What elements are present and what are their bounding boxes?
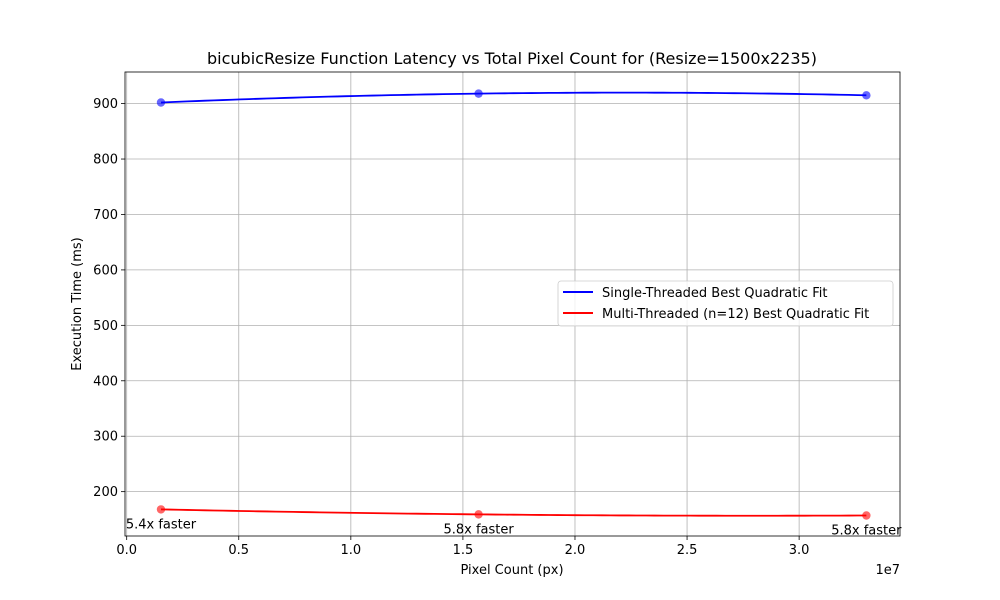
plot-series-group	[156, 89, 871, 520]
data-point-multi-threaded	[862, 511, 871, 520]
x-axis: 0.0 0.5 1.0 1.5 2.0 2.5 3.0	[116, 536, 809, 558]
legend-label-multi-threaded: Multi-Threaded (n=12) Best Quadratic Fit	[602, 307, 869, 322]
legend: Single-Threaded Best Quadratic Fit Multi…	[557, 280, 894, 327]
x-tick-label: 2.5	[677, 543, 698, 558]
y-tick-label: 800	[93, 153, 118, 168]
y-tick-label: 200	[93, 485, 118, 500]
y-axis-label: Execution Time (ms)	[70, 237, 85, 370]
x-axis-label: Pixel Count (px)	[460, 563, 563, 578]
data-point-single-threaded	[474, 89, 483, 98]
chart-title: bicubicResize Function Latency vs Total …	[207, 49, 817, 68]
y-tick-label: 900	[93, 97, 118, 112]
speedup-annotation: 5.4x faster	[126, 517, 197, 532]
x-tick-label: 3.0	[789, 543, 810, 558]
speedup-annotation: 5.8x faster	[443, 522, 514, 537]
data-point-multi-threaded	[474, 510, 483, 519]
y-tick-label: 500	[93, 319, 118, 334]
series-line-multi-threaded	[160, 508, 867, 517]
legend-box	[557, 280, 894, 327]
annotations-group: 5.4x faster 5.8x faster 5.8x faster	[126, 517, 902, 538]
x-tick-label: 1.0	[340, 543, 361, 558]
legend-label-single-threaded: Single-Threaded Best Quadratic Fit	[602, 286, 827, 301]
data-point-multi-threaded	[156, 505, 166, 514]
plot-frame	[124, 71, 901, 537]
y-tick-label: 700	[93, 208, 118, 223]
x-tick-label: 2.0	[565, 543, 586, 558]
y-axis: 200 300 400 500 600 700 800 900	[93, 97, 125, 500]
y-tick-label: 600	[93, 263, 118, 278]
x-axis-offset-label: 1e7	[875, 563, 900, 578]
y-tick-label: 300	[93, 430, 118, 445]
x-tick-label: 0.0	[116, 543, 137, 558]
y-tick-label: 400	[93, 374, 118, 389]
data-point-single-threaded	[156, 98, 166, 107]
speedup-annotation: 5.8x faster	[831, 523, 902, 538]
x-tick-label: 0.5	[228, 543, 249, 558]
x-tick-label: 1.5	[453, 543, 474, 558]
series-line-single-threaded	[160, 91, 867, 104]
data-point-single-threaded	[862, 91, 871, 100]
